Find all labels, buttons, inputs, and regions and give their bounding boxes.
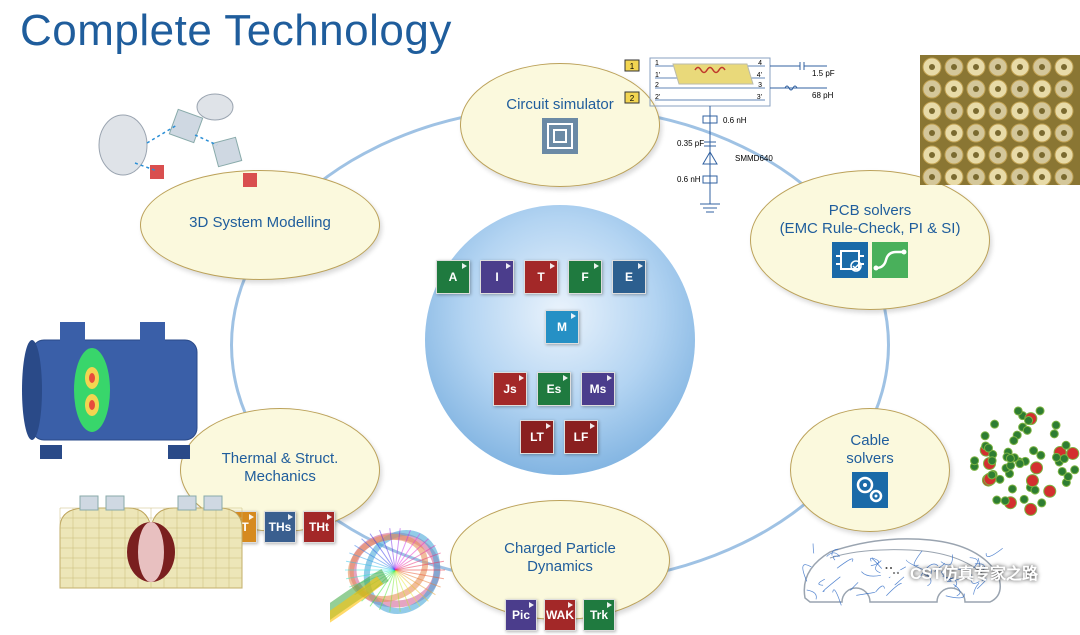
- svg-text:0.6 nH: 0.6 nH: [677, 175, 701, 184]
- svg-text:68 pH: 68 pH: [812, 91, 834, 100]
- svg-text:1: 1: [655, 60, 659, 67]
- solver-tile-f: F: [568, 260, 602, 294]
- center-tile-row: LT LF: [518, 418, 600, 456]
- solver-tile-trk: Trk: [583, 599, 615, 631]
- circuit-diagram-illustration: 1 2 11' 22' 44' 33' 1.5 pF 68 pH 0.6 nH …: [615, 56, 840, 216]
- solver-tile-e: E: [612, 260, 646, 294]
- svg-text:0.35 pF: 0.35 pF: [677, 139, 704, 148]
- chip-icon: [832, 242, 868, 278]
- solver-tile-ms: Ms: [581, 372, 615, 406]
- svg-text:2: 2: [655, 82, 659, 89]
- svg-text:1.5 pF: 1.5 pF: [812, 69, 835, 78]
- circuit-icon: [542, 118, 578, 154]
- gears-icon: [852, 472, 888, 508]
- center-tile-row: M: [543, 308, 581, 346]
- solver-tile-t: T: [524, 260, 558, 294]
- svg-text:1': 1': [655, 72, 660, 79]
- solver-tile-m: M: [545, 310, 579, 344]
- mesh-part-illustration: [48, 490, 253, 605]
- svg-text:SMMD640: SMMD640: [735, 154, 773, 163]
- svg-text:3': 3': [757, 94, 762, 101]
- watermark: CST仿真专家之路: [880, 560, 1038, 584]
- node-charged-particle: Charged ParticleDynamicsPicWAKTrk: [450, 500, 670, 620]
- solver-tile-lf: LF: [564, 420, 598, 454]
- slide-title: Complete Technology: [20, 6, 452, 56]
- solver-tile-ths: THs: [264, 511, 296, 543]
- watermark-text: CST仿真专家之路: [910, 560, 1038, 584]
- node-cable-solvers: Cablesolvers: [790, 408, 950, 532]
- solver-tile-es: Es: [537, 372, 571, 406]
- node-label: 3D System Modelling: [189, 214, 331, 232]
- antennas-illustration: [95, 85, 275, 200]
- svg-text:0.6 nH: 0.6 nH: [723, 116, 747, 125]
- cable-bundle-illustration: [965, 400, 1080, 520]
- solver-tile-wak: WAK: [544, 599, 576, 631]
- wechat-icon: [880, 560, 904, 584]
- trace-icon: [872, 242, 908, 278]
- svg-text:4: 4: [758, 60, 762, 67]
- center-tile-row: AITFE: [434, 258, 648, 296]
- thermal-tank-illustration: [20, 310, 210, 465]
- solver-tile-a: A: [436, 260, 470, 294]
- svg-text:1: 1: [630, 62, 635, 71]
- solver-tile-pic: Pic: [505, 599, 537, 631]
- node-label: Cablesolvers: [846, 432, 894, 468]
- pcb-texture-illustration: [920, 55, 1080, 185]
- solver-tile-lt: LT: [520, 420, 554, 454]
- solver-tile-i: I: [480, 260, 514, 294]
- svg-text:2: 2: [630, 94, 635, 103]
- node-label: Charged ParticleDynamics: [504, 540, 616, 576]
- svg-text:4': 4': [757, 72, 762, 79]
- svg-text:3: 3: [758, 82, 762, 89]
- center-tile-row: Js Es Ms: [491, 370, 617, 408]
- svg-text:2': 2': [655, 94, 660, 101]
- particle-rings-illustration: [330, 520, 470, 630]
- node-label: Circuit simulator: [506, 96, 614, 114]
- solver-tile-js: Js: [493, 372, 527, 406]
- node-label: Thermal & Struct.Mechanics: [222, 450, 339, 486]
